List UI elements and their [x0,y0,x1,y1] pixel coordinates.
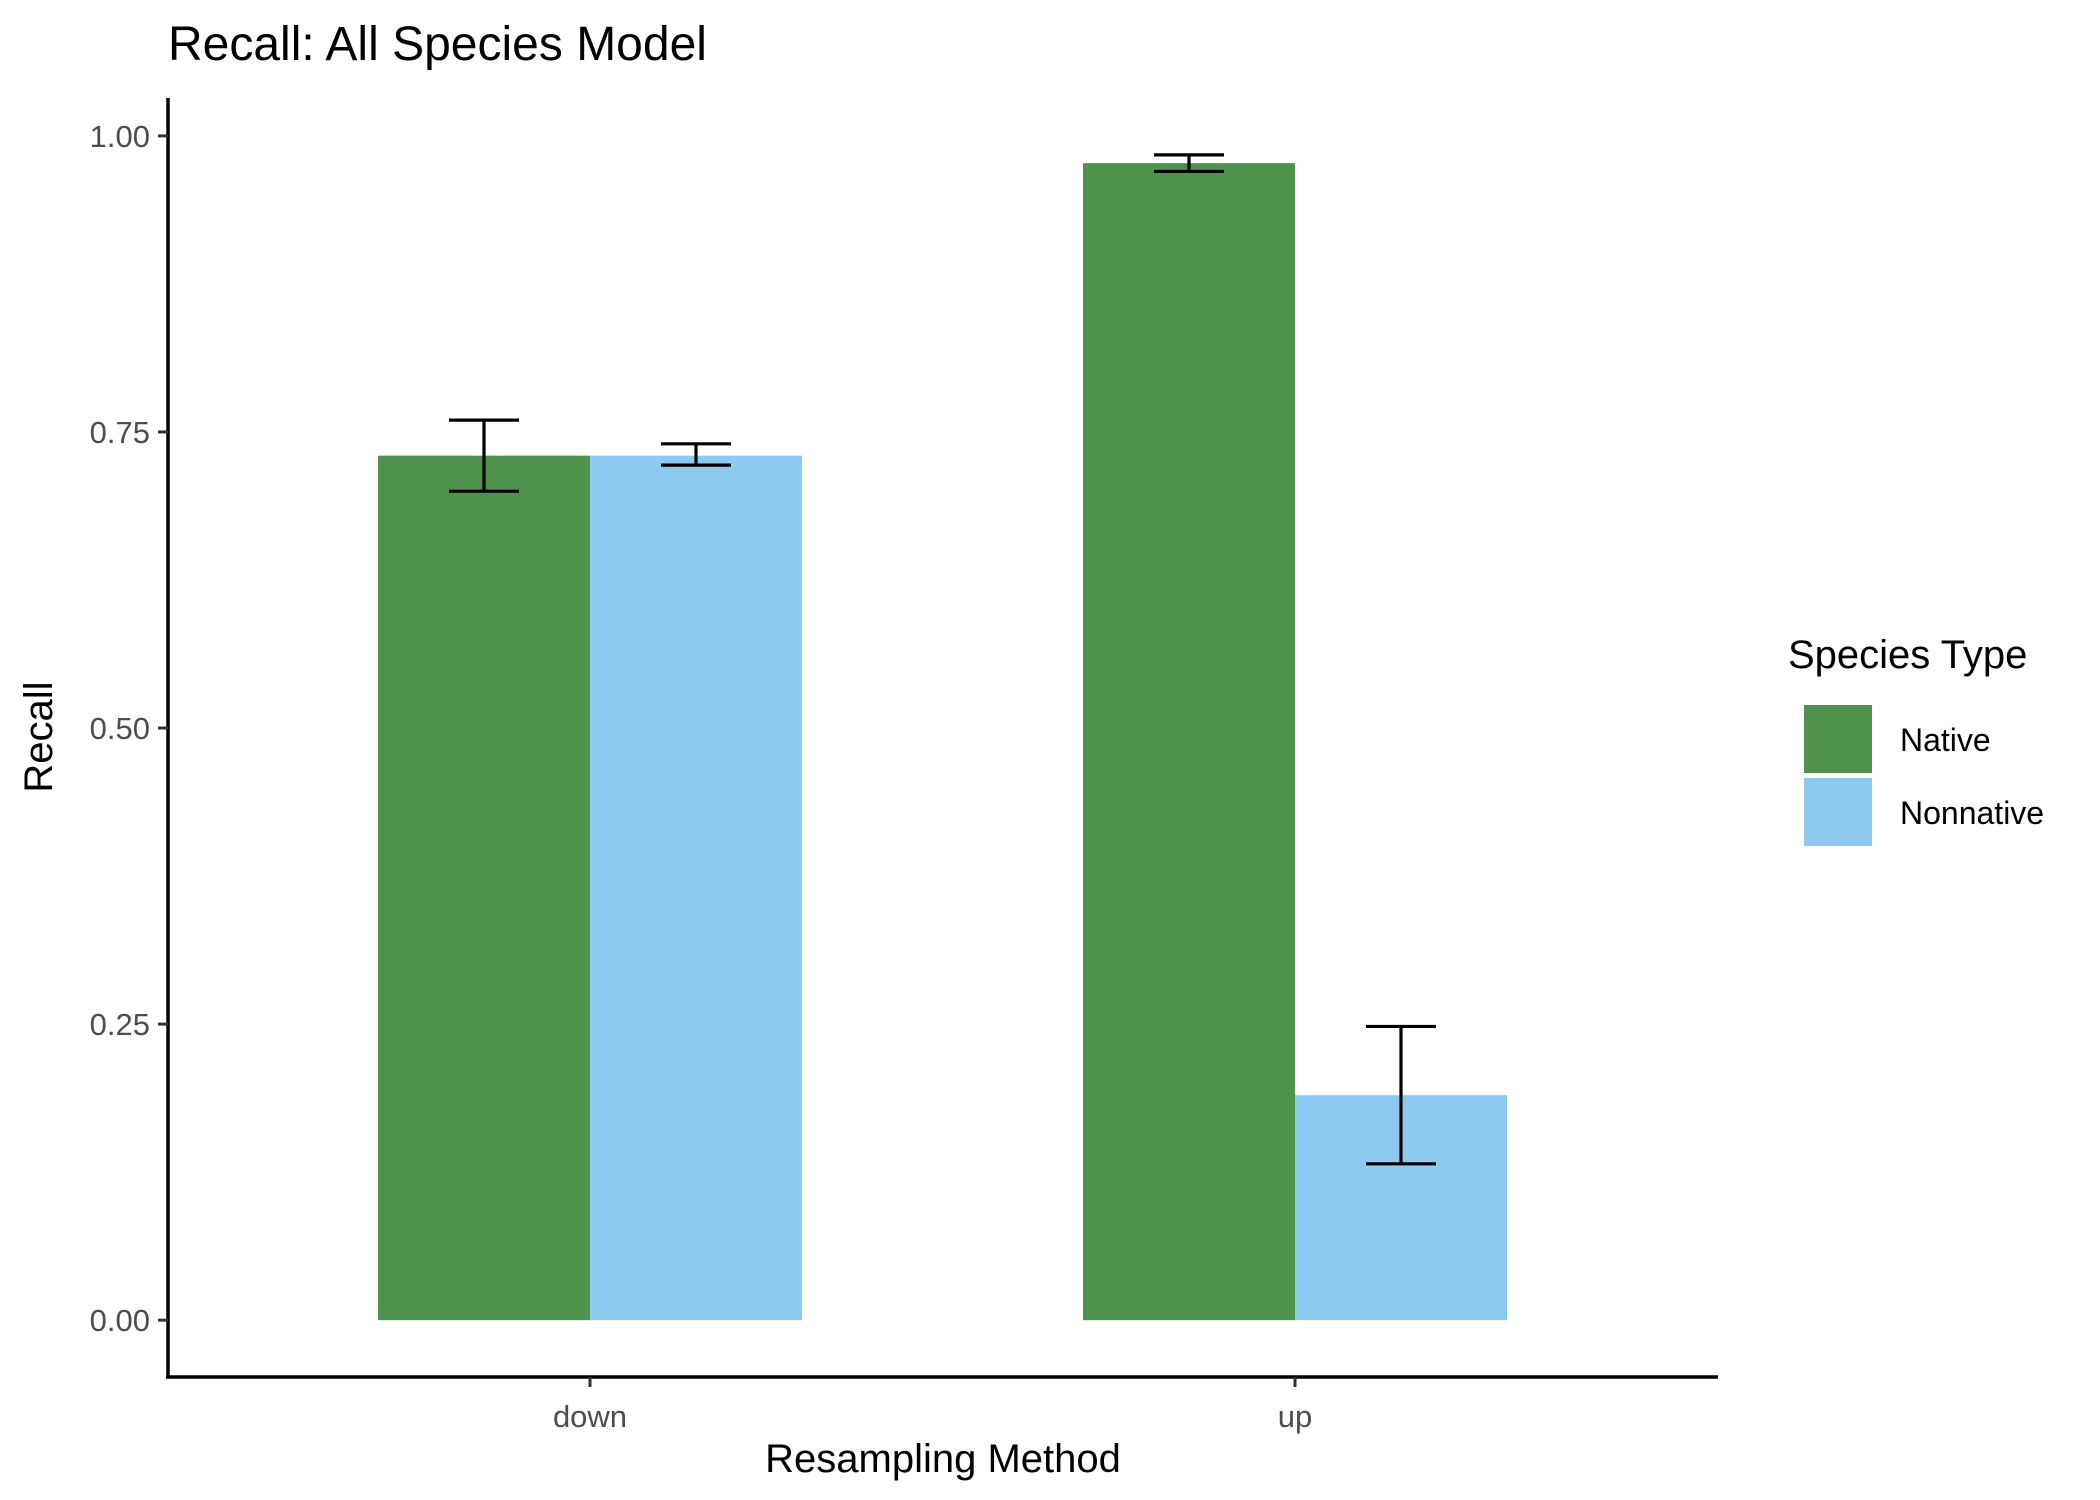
chart-title: Recall: All Species Model [168,18,707,71]
x-axis-ticks: down up [553,1377,1312,1434]
bar-nonnative-down [590,455,802,1321]
legend-label-nonnative: Nonnative [1900,795,2044,831]
x-tick-label-down: down [553,1399,627,1434]
y-tick-label: 0.25 [90,1007,150,1042]
y-tick-label: 1.00 [90,119,150,154]
y-axis-ticks: 0.00 0.25 0.50 0.75 1.00 [90,119,168,1338]
x-tick-label-up: up [1278,1399,1312,1434]
error-bar-nonnative-down [661,442,731,467]
legend-label-native: Native [1900,722,1991,758]
bar-native-down [378,455,590,1321]
legend-key-nonnative [1804,778,1872,846]
bar-native-up [1083,163,1295,1321]
x-axis-title: Resampling Method [765,1437,1121,1481]
legend: Species Type Native Nonnative [1788,633,2044,846]
legend-key-native [1804,705,1872,773]
y-tick-label: 0.75 [90,415,150,450]
y-tick-label: 0.00 [90,1303,150,1338]
plot-area [378,153,1507,1321]
y-tick-label: 0.50 [90,711,150,746]
legend-title: Species Type [1788,633,2027,677]
error-bar-native-up [1154,153,1224,174]
y-axis-title: Recall [17,681,61,792]
error-bar-native-down [449,418,519,493]
error-bar-nonnative-up [1366,1024,1436,1166]
